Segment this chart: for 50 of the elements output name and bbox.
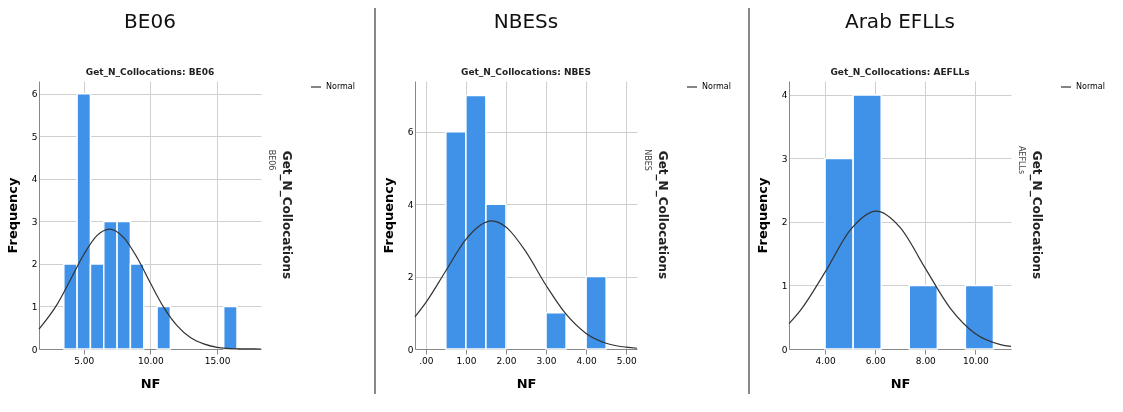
y-tick-label: 6 xyxy=(407,127,414,138)
x-axis-title: NF xyxy=(516,375,537,391)
y-tick-label: 6 xyxy=(31,89,38,100)
y-tick-label: 3 xyxy=(781,153,788,164)
x-tick-label: 4.00 xyxy=(576,355,597,366)
text: BE06 xyxy=(267,149,276,171)
y2-axis-title: Get_N_Collocations xyxy=(279,150,294,280)
y-tick-label: 0 xyxy=(407,344,414,355)
y-tick-label: 2 xyxy=(31,259,38,270)
text: AEFLLs xyxy=(1017,145,1026,175)
y-tick-label: 3 xyxy=(31,216,38,227)
y2-axis-title: Get_N_Collocations xyxy=(1029,150,1044,280)
y-tick-label: 1 xyxy=(781,280,788,291)
y-tick-label: 4 xyxy=(31,174,38,185)
x-tick-label: 5.00 xyxy=(74,355,95,366)
y-tick-label: 5 xyxy=(31,131,38,142)
x-tick-label: 2.00 xyxy=(496,355,517,366)
x-tick-label: 4.00 xyxy=(815,355,836,366)
y-tick-label: 1 xyxy=(31,301,38,312)
y-tick-label: 4 xyxy=(781,90,788,101)
y-tick-label: 2 xyxy=(407,272,414,283)
chart-subtitle: Get_N_Collocations: NBES xyxy=(461,67,591,77)
y-tick-label: 0 xyxy=(781,344,788,355)
y-tick-label: 2 xyxy=(781,217,788,228)
x-tick-label: 1.00 xyxy=(456,355,477,366)
x-tick-label: .00 xyxy=(419,355,434,366)
x-axis-title: NF xyxy=(890,375,911,391)
x-tick-label: 10.00 xyxy=(963,355,990,366)
x-tick-label: 10.00 xyxy=(138,355,165,366)
y-axis-title: Frequency xyxy=(754,176,770,254)
y-tick-label: 0 xyxy=(31,344,38,355)
y-tick-label: 4 xyxy=(407,199,414,210)
y-axis-title: Frequency xyxy=(4,176,20,254)
x-tick-label: 3.00 xyxy=(536,355,557,366)
x-tick-label: 6.00 xyxy=(865,355,886,366)
chart-subtitle: Get_N_Collocations: AEFLLs xyxy=(830,67,970,77)
legend-label: Normal xyxy=(702,82,731,91)
legend-label: Normal xyxy=(326,82,355,91)
x-axis-title: NF xyxy=(140,375,161,391)
chart-title: NBESs xyxy=(493,9,559,33)
x-tick-label: 15.00 xyxy=(204,355,231,366)
chart-title: Arab EFLLs xyxy=(844,9,956,33)
y2-axis-title: Get_N_Collocations xyxy=(655,150,670,280)
y-axis-title: Frequency xyxy=(380,176,396,254)
x-tick-label: 8.00 xyxy=(915,355,937,366)
text: NBES xyxy=(643,149,652,171)
chart-subtitle: Get_N_Collocations: BE06 xyxy=(85,67,215,77)
chart-title: BE06 xyxy=(124,9,176,33)
legend-label: Normal xyxy=(1076,82,1105,91)
x-tick-label: 5.00 xyxy=(616,355,637,366)
